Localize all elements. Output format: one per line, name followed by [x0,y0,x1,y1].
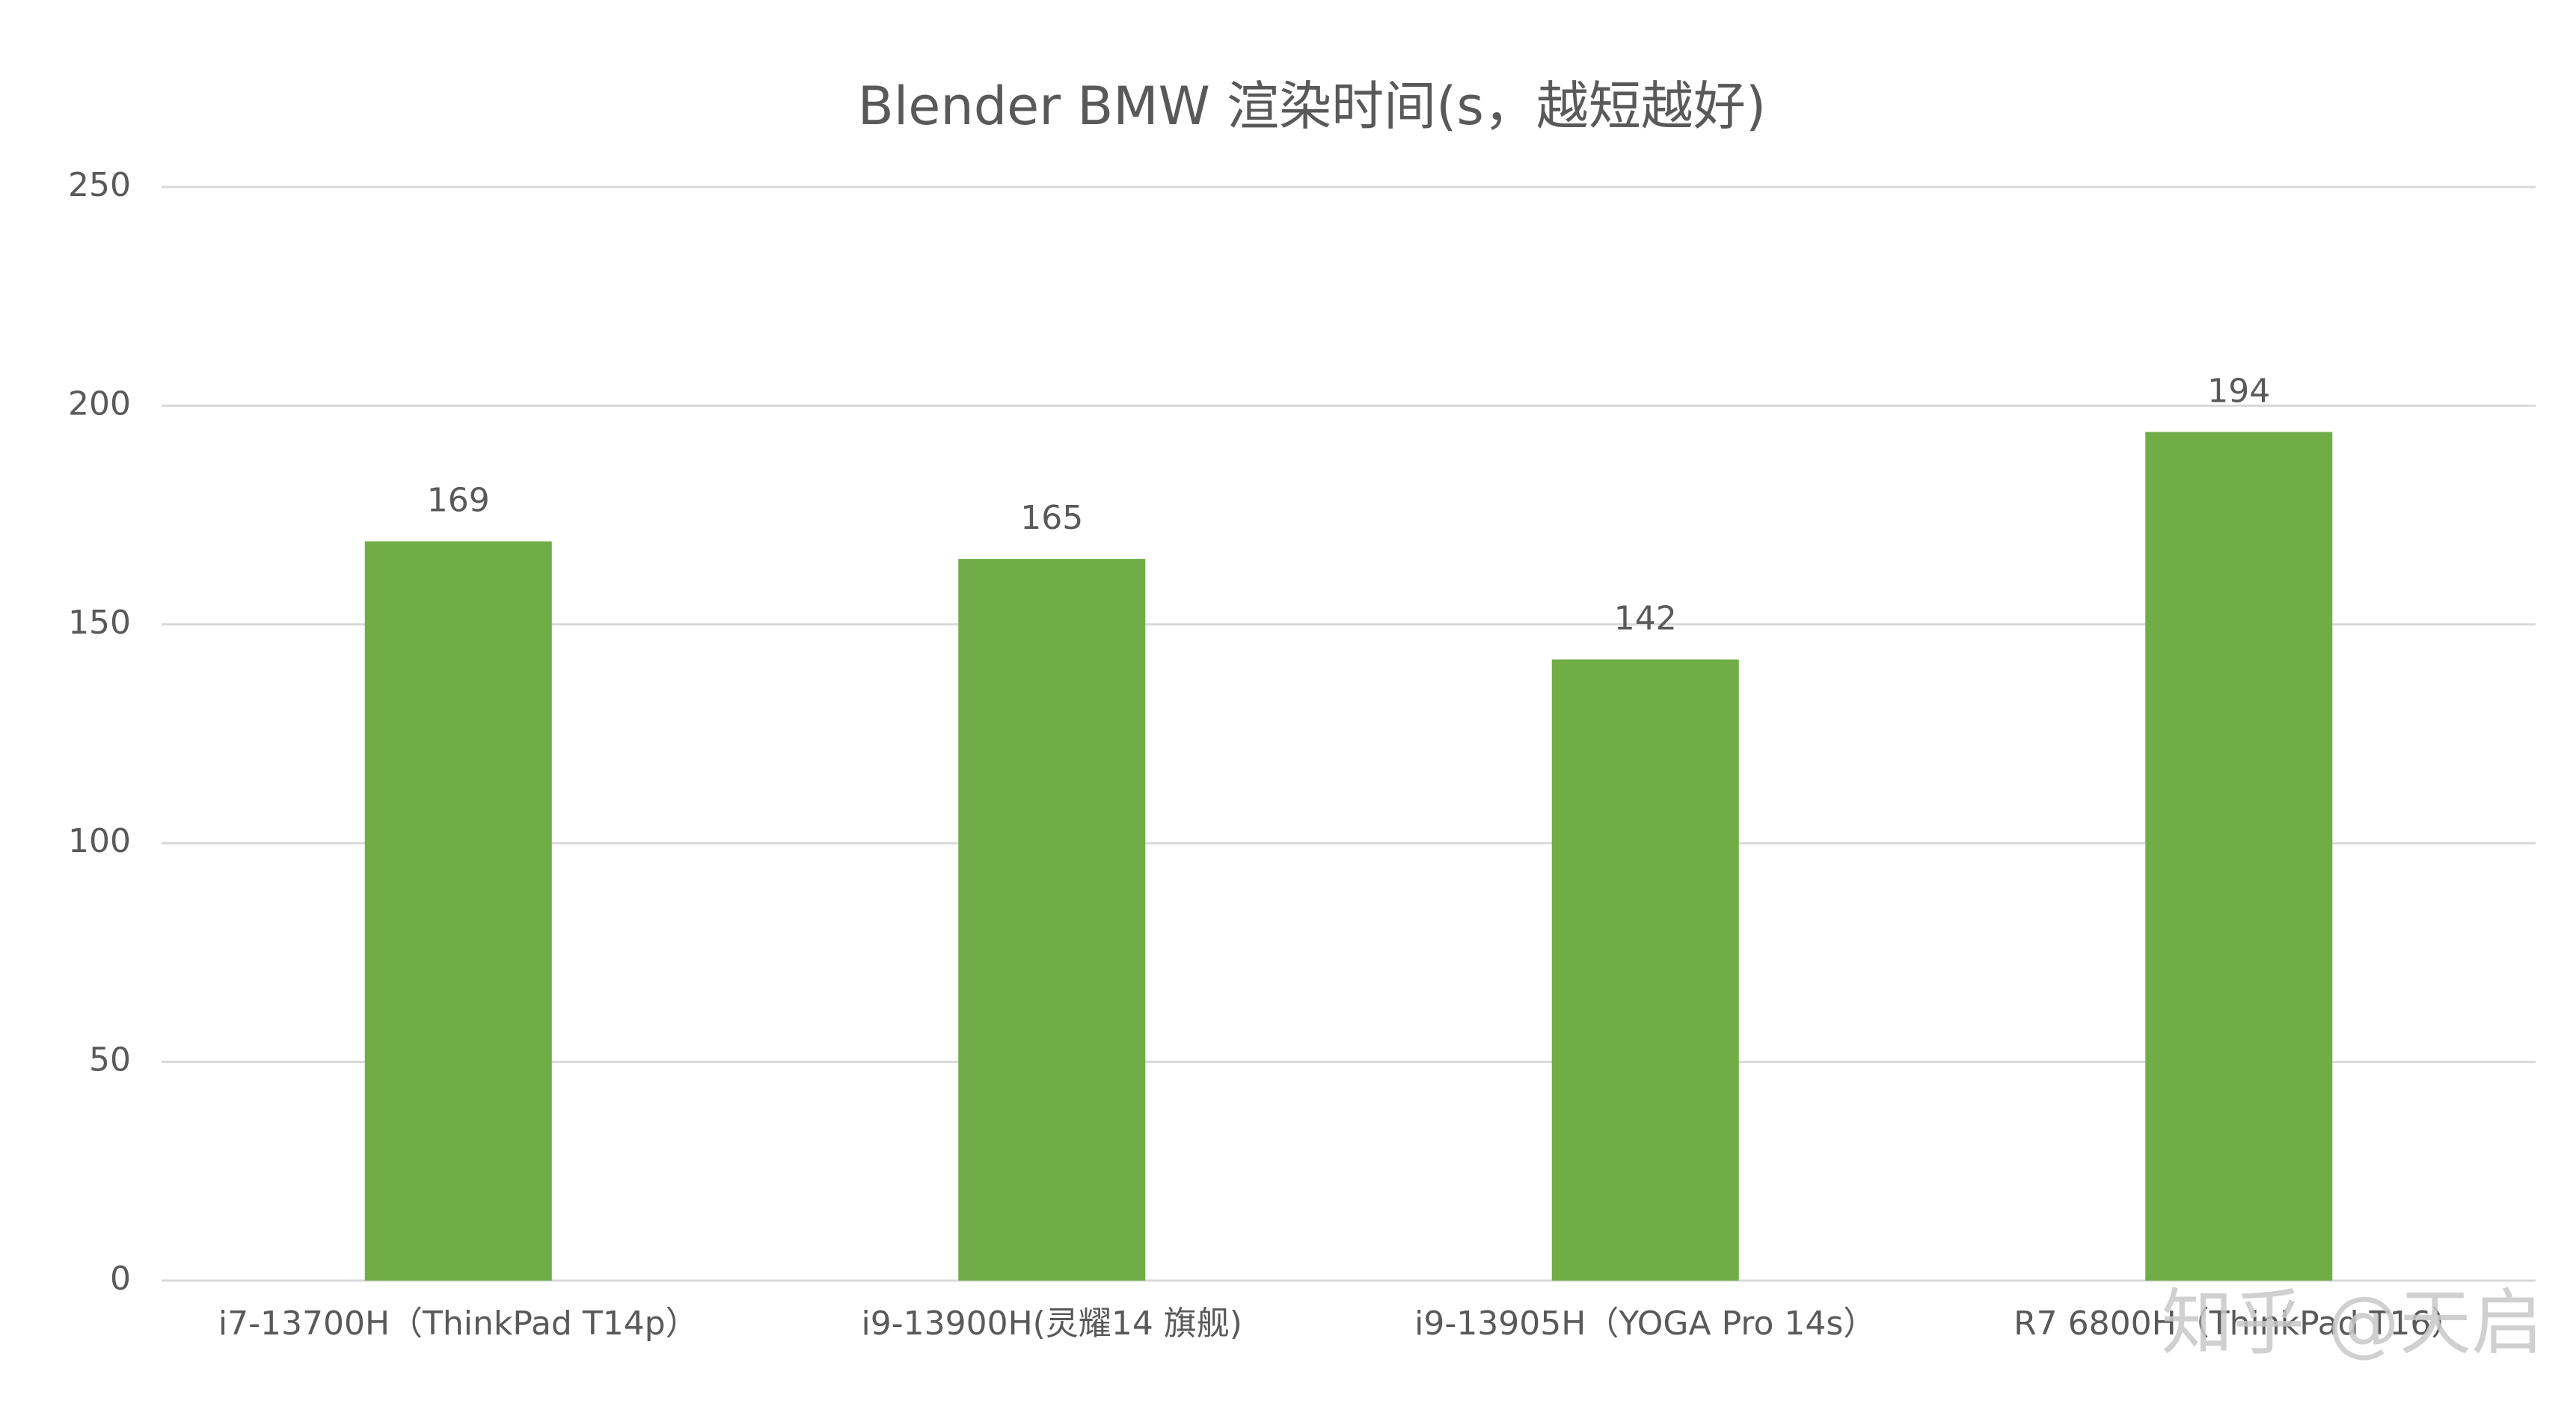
data-label: 194 [2207,372,2270,410]
data-label: 142 [1614,600,1677,638]
y-tick-label: 100 [68,822,131,860]
bar [364,541,552,1281]
y-tick-label: 200 [68,384,131,423]
x-tick-label: R7 6800H（ThinkPad T16） [2014,1305,2464,1343]
y-tick-label: 50 [89,1041,131,1079]
y-tick-label: 0 [110,1260,131,1298]
x-tick-label: i9-13905H（YOGA Pro 14s） [1414,1305,1876,1343]
x-tick-label: i7-13700H（ThinkPad T14p） [218,1305,699,1343]
y-tick-label: 250 [68,166,131,204]
data-label: 165 [1020,499,1083,537]
watermark: 知乎 @天启 [2161,1281,2543,1364]
data-label: 169 [427,482,490,520]
bar [1551,659,1739,1281]
bar [958,559,1146,1281]
x-tick-label: i9-13900H(灵耀14 旗舰) [862,1305,1242,1343]
chart-title: Blender BMW 渲染时间(s，越短越好) [858,76,1766,137]
bar [2145,432,2333,1281]
y-tick-label: 150 [68,604,131,642]
